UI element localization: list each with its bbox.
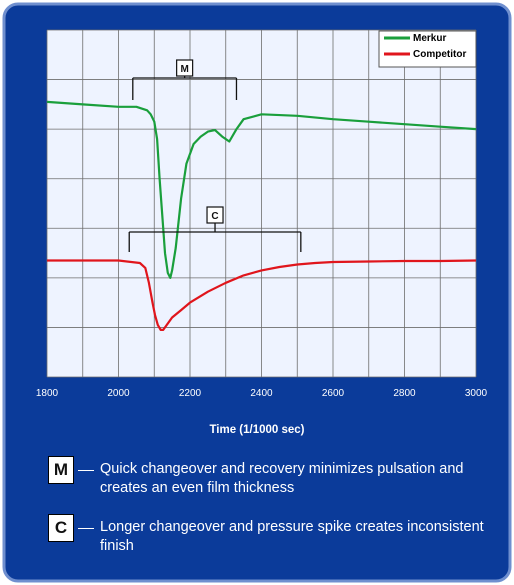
bracket-m: M: [132, 59, 238, 100]
series-line-merkur: [47, 100, 476, 279]
x-axis-title: Time (1/1000 sec): [209, 424, 305, 436]
x-tick-label: 2200: [179, 388, 202, 399]
legend-label-merkur: Merkur: [413, 33, 446, 44]
annotation-layer: MC: [128, 59, 302, 252]
bracket-label: C: [211, 211, 218, 222]
grid: [46, 29, 477, 378]
legend-label-competitor: Competitor: [413, 49, 466, 60]
note-m-badge: M: [48, 456, 74, 484]
note-c-connector: [78, 528, 94, 529]
note-c-badge: C: [48, 514, 74, 542]
x-tick-label: 2800: [393, 388, 416, 399]
series-line-competitor: [47, 259, 476, 331]
series-layer: [47, 100, 476, 331]
legend: Merkur Competitor: [378, 30, 477, 68]
note-m-connector: [78, 470, 94, 471]
bracket-label: M: [180, 64, 188, 75]
note-c: C Longer changeover and pressure spike c…: [48, 514, 490, 556]
bracket-c: C: [128, 206, 302, 252]
x-tick-labels: 1800 2000 2200 2400 2600 2800 3000: [36, 388, 488, 399]
x-tick-label: 2600: [322, 388, 345, 399]
x-tick-label: 2000: [107, 388, 130, 399]
note-m: M Quick changeover and recovery minimize…: [48, 456, 490, 498]
x-tick-label: 1800: [36, 388, 59, 399]
x-tick-label: 3000: [465, 388, 488, 399]
note-c-text: Longer changeover and pressure spike cre…: [100, 519, 484, 554]
note-m-text: Quick changeover and recovery minimizes …: [100, 461, 464, 496]
bracket-label-box: [206, 206, 224, 224]
bracket-label-box: [176, 59, 194, 77]
x-tick-label: 2400: [250, 388, 273, 399]
